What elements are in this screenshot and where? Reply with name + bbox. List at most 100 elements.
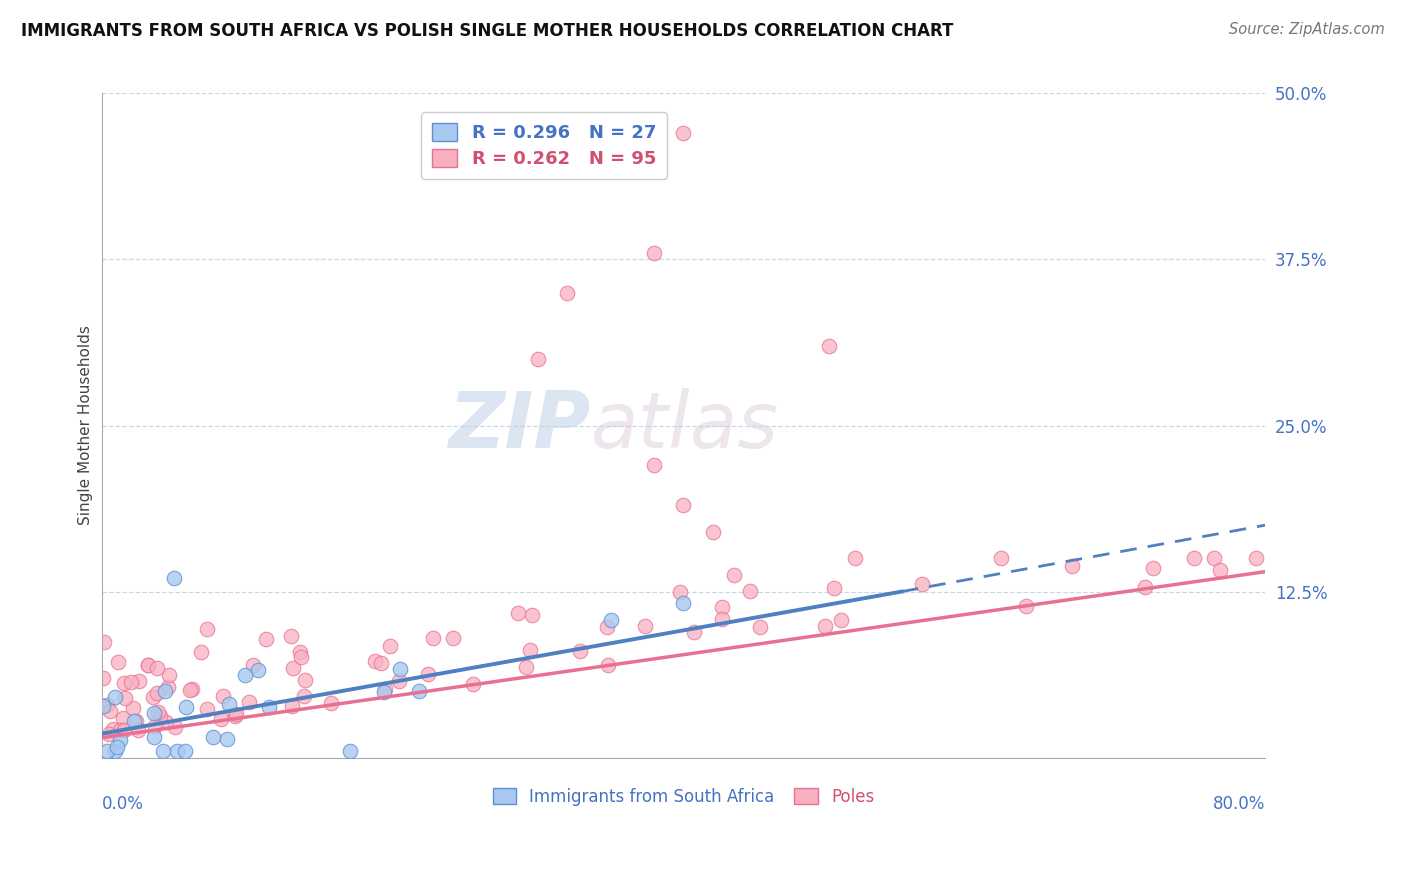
Point	[370, 656, 392, 670]
Point	[155, 714, 177, 729]
Point	[246, 663, 269, 677]
Point	[281, 698, 304, 713]
Point	[814, 619, 837, 633]
Point	[143, 730, 166, 744]
Point	[990, 551, 1012, 566]
Point	[1135, 580, 1157, 594]
Point	[519, 642, 541, 657]
Point	[294, 673, 316, 687]
Point	[111, 711, 134, 725]
Point	[93, 635, 115, 649]
Point	[114, 691, 136, 706]
Point	[256, 632, 278, 646]
Point	[598, 658, 620, 673]
Point	[93, 699, 115, 714]
Point	[599, 614, 621, 628]
Point	[319, 696, 342, 710]
Point	[145, 686, 167, 700]
Point	[136, 658, 159, 673]
Point	[197, 702, 219, 716]
Point	[195, 622, 218, 636]
Point	[146, 661, 169, 675]
Point	[596, 620, 619, 634]
Point	[339, 744, 361, 758]
Point	[108, 723, 131, 737]
Y-axis label: Single Mother Households: Single Mother Households	[79, 326, 93, 525]
Point	[643, 458, 665, 473]
Point	[830, 614, 852, 628]
Point	[157, 668, 180, 682]
Point	[723, 567, 745, 582]
Point	[374, 682, 396, 697]
Point	[104, 690, 127, 704]
Point	[1142, 560, 1164, 574]
Point	[280, 629, 302, 643]
Point	[112, 723, 135, 738]
Point	[527, 352, 550, 367]
Point	[672, 498, 695, 512]
Point	[738, 583, 761, 598]
Point	[124, 714, 146, 728]
Point	[418, 666, 440, 681]
Point	[844, 551, 866, 566]
Point	[711, 612, 734, 626]
Point	[283, 661, 305, 675]
Point	[569, 644, 592, 658]
Point	[121, 701, 143, 715]
Point	[235, 668, 257, 682]
Point	[107, 655, 129, 669]
Point	[98, 704, 121, 718]
Point	[1184, 551, 1206, 566]
Point	[149, 709, 172, 723]
Point	[242, 658, 264, 673]
Point	[515, 660, 537, 674]
Point	[555, 285, 578, 300]
Point	[190, 645, 212, 659]
Point	[422, 631, 444, 645]
Point	[634, 619, 657, 633]
Point	[120, 675, 142, 690]
Point	[364, 654, 387, 668]
Point	[103, 723, 125, 737]
Point	[173, 744, 195, 758]
Point	[441, 631, 464, 645]
Point	[388, 674, 411, 689]
Point	[702, 524, 724, 539]
Point	[683, 624, 706, 639]
Point	[180, 681, 202, 696]
Text: atlas: atlas	[591, 387, 779, 464]
Point	[748, 620, 770, 634]
Point	[911, 577, 934, 591]
Point	[209, 712, 232, 726]
Point	[288, 645, 311, 659]
Point	[380, 639, 402, 653]
Point	[215, 731, 238, 746]
Point	[1244, 551, 1267, 566]
Point	[104, 744, 127, 758]
Point	[225, 706, 247, 721]
Point	[125, 714, 148, 728]
Point	[136, 657, 159, 672]
Point	[669, 584, 692, 599]
Point	[96, 698, 118, 712]
Point	[142, 706, 165, 720]
Text: ZIP: ZIP	[449, 387, 591, 464]
Point	[1209, 563, 1232, 577]
Point	[98, 727, 121, 741]
Point	[257, 700, 280, 714]
Point	[143, 719, 166, 733]
Point	[93, 671, 115, 685]
Point	[1060, 559, 1083, 574]
Point	[224, 708, 246, 723]
Point	[818, 339, 841, 353]
Point	[672, 126, 695, 140]
Legend: Immigrants from South Africa, Poles: Immigrants from South Africa, Poles	[486, 781, 882, 813]
Point	[463, 677, 485, 691]
Point	[174, 700, 197, 714]
Point	[146, 706, 169, 720]
Point	[142, 690, 165, 705]
Point	[128, 673, 150, 688]
Point	[373, 685, 395, 699]
Point	[218, 697, 240, 711]
Text: 80.0%: 80.0%	[1213, 795, 1265, 813]
